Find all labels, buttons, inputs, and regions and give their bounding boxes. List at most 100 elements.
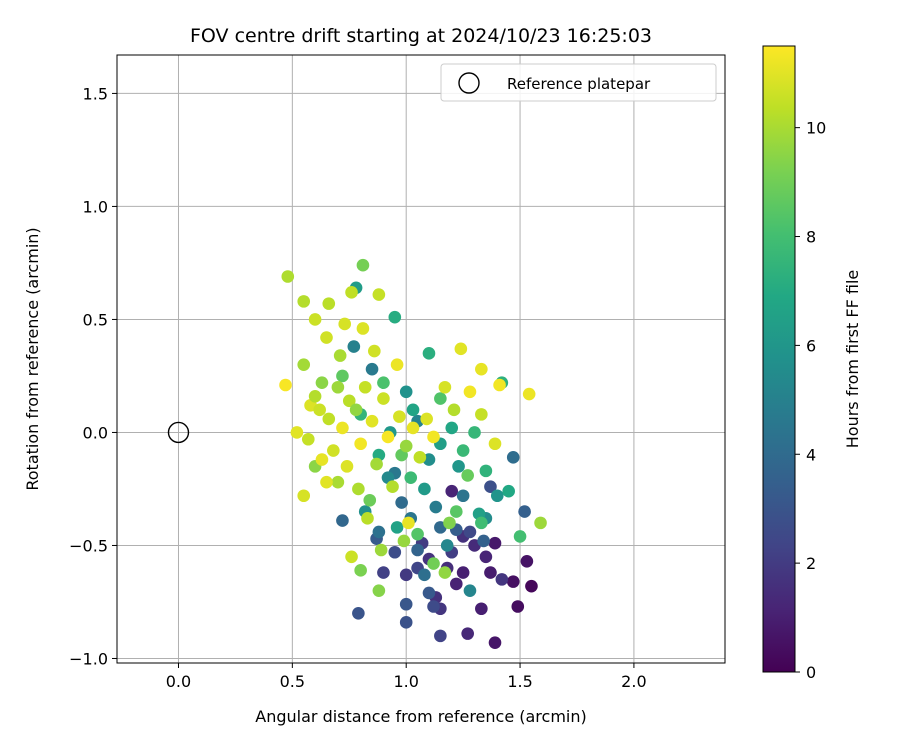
- scatter-point: [468, 426, 481, 439]
- colorbar-label: Hours from first FF file: [843, 270, 862, 449]
- x-tick-label: 1.5: [507, 672, 532, 691]
- scatter-point: [463, 385, 477, 399]
- scatter-point: [399, 385, 413, 399]
- scatter-point: [463, 584, 477, 597]
- scatter-point: [488, 437, 502, 451]
- scatter-point: [484, 566, 497, 579]
- chart-title: FOV centre drift starting at 2024/10/23 …: [190, 25, 652, 47]
- scatter-point: [301, 432, 315, 446]
- scatter-point: [399, 568, 413, 582]
- scatter-point: [315, 376, 329, 390]
- scatter-point: [502, 484, 515, 498]
- scatter-point: [534, 516, 547, 530]
- scatter-point: [395, 496, 408, 509]
- scatter-point: [349, 403, 363, 417]
- legend-entry-reference-platepar: Reference platepar: [507, 75, 651, 93]
- scatter-point: [402, 516, 415, 530]
- scatter-point: [338, 317, 352, 331]
- scatter-point: [322, 412, 336, 426]
- scatter-point: [522, 387, 536, 401]
- scatter-point: [429, 500, 443, 514]
- scatter-point: [352, 606, 365, 620]
- scatter-point: [506, 575, 520, 588]
- scatter-point: [352, 482, 365, 496]
- colorbar: 0 2 4 6 8 10 Hours from first FF file: [762, 45, 862, 682]
- scatter-point: [445, 484, 459, 498]
- scatter-point: [411, 527, 424, 541]
- scatter-point: [461, 469, 474, 482]
- scatter-point: [438, 566, 452, 579]
- scatter-point: [422, 586, 436, 600]
- scatter-point: [365, 362, 379, 376]
- scatter-point: [365, 414, 379, 428]
- legend: Reference platepar: [440, 63, 717, 102]
- scatter-point: [427, 557, 440, 570]
- scatter-point: [354, 437, 367, 451]
- scatter-point: [390, 521, 404, 534]
- scatter-point: [363, 493, 377, 507]
- y-tick-label: −1.0: [69, 649, 108, 668]
- scatter-point: [377, 376, 390, 390]
- scatter-point: [479, 550, 493, 564]
- scatter-point: [456, 444, 470, 457]
- scatter-point: [456, 566, 470, 579]
- scatter-point: [336, 421, 349, 435]
- scatter-point: [345, 286, 358, 299]
- scatter-point: [418, 482, 431, 496]
- scatter-point: [406, 421, 420, 435]
- scatter-point: [434, 392, 447, 405]
- scatter-point: [456, 489, 470, 503]
- legend-box: [440, 63, 717, 102]
- scatter-point: [461, 627, 474, 640]
- scatter-point: [506, 451, 520, 464]
- scatter-point: [520, 554, 534, 568]
- scatter-point: [449, 577, 463, 591]
- scatter-point: [372, 525, 386, 539]
- x-tick-label: 2.0: [621, 672, 646, 691]
- scatter-point: [475, 408, 488, 421]
- y-tick-label: 1.5: [83, 84, 108, 103]
- colorbar-tick-label: 4: [806, 445, 816, 464]
- scatter-point: [331, 475, 345, 489]
- scatter-point: [361, 512, 374, 525]
- x-tick-label: 0.5: [280, 672, 305, 691]
- scatter-point: [372, 584, 386, 597]
- scatter-point: [381, 430, 395, 444]
- scatter-point: [475, 362, 488, 376]
- scatter-point: [390, 358, 404, 371]
- scatter-point: [399, 439, 413, 453]
- colorbar-tick-label: 10: [806, 119, 826, 138]
- scatter-point: [377, 392, 390, 405]
- scatter-point: [331, 380, 345, 394]
- scatter-point: [386, 480, 399, 494]
- grid-lines: [117, 55, 725, 663]
- scatter-point: [333, 349, 347, 362]
- scatter-point: [427, 430, 440, 444]
- y-axis-ticks: −1.0 −0.5 0.0 0.5 1.0 1.5: [69, 84, 117, 668]
- scatter-point: [495, 573, 509, 586]
- scatter-point: [399, 597, 413, 611]
- scatter-point: [445, 421, 459, 435]
- scatter-point: [327, 444, 340, 457]
- y-tick-label: 0.5: [83, 310, 108, 329]
- scatter-point: [297, 489, 311, 503]
- scatter-point: [488, 636, 502, 649]
- y-tick-label: 1.0: [83, 197, 108, 216]
- scatter-point: [356, 258, 370, 272]
- scatter-point: [372, 288, 386, 301]
- scatter-point: [440, 539, 454, 552]
- scatter-point: [427, 600, 440, 613]
- scatter-point: [518, 505, 531, 518]
- scatter-point: [413, 451, 427, 464]
- scatter-point: [420, 412, 433, 426]
- scatter-point: [399, 616, 413, 629]
- scatter-point: [404, 471, 418, 484]
- scatter-point: [313, 403, 326, 417]
- scatter-point: [370, 457, 383, 471]
- scatter-point: [475, 516, 488, 530]
- scatter-point: [340, 460, 354, 473]
- scatter-point: [422, 347, 436, 360]
- plot-frame: [116, 54, 726, 664]
- data-points: [279, 258, 547, 649]
